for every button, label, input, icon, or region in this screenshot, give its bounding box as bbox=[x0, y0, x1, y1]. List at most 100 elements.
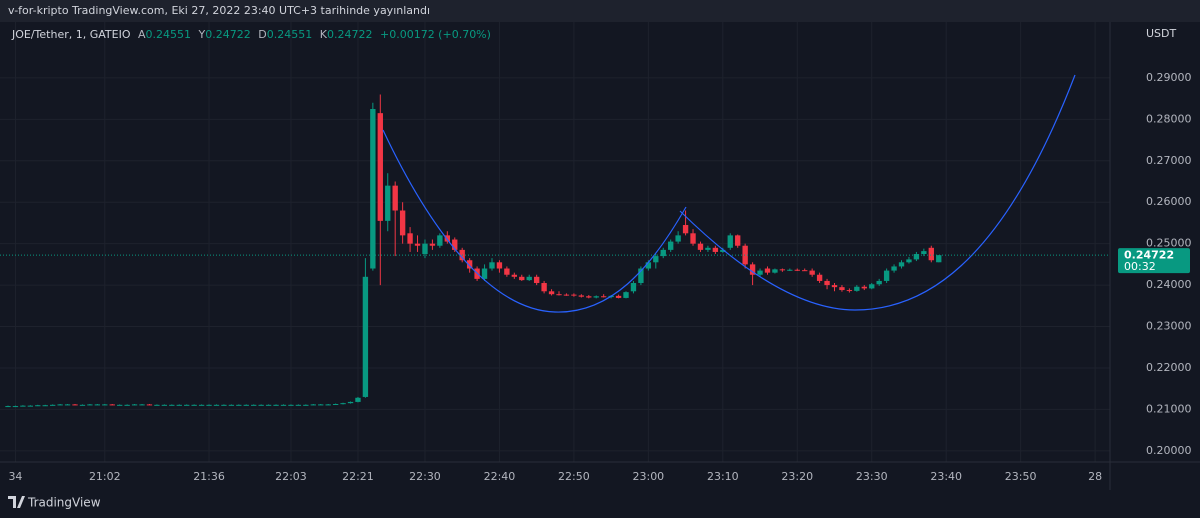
candle-body bbox=[563, 294, 570, 296]
candle bbox=[49, 404, 56, 406]
candle-body bbox=[571, 294, 577, 296]
candle-body bbox=[504, 268, 510, 275]
candle-body bbox=[533, 276, 540, 284]
low-label: D bbox=[258, 28, 266, 41]
candle-body bbox=[519, 276, 525, 281]
candle bbox=[422, 239, 428, 259]
x-tick-label: 23:20 bbox=[781, 470, 813, 483]
candle-body bbox=[243, 404, 249, 406]
candle-body bbox=[556, 294, 562, 296]
candle-body bbox=[340, 403, 346, 405]
candle bbox=[712, 245, 719, 255]
candle bbox=[332, 403, 339, 405]
candle-body bbox=[548, 291, 555, 295]
candle-body bbox=[883, 270, 890, 281]
candle-body bbox=[809, 270, 815, 275]
candle bbox=[690, 229, 696, 246]
candle bbox=[12, 405, 19, 408]
candle bbox=[385, 173, 391, 232]
candle bbox=[407, 227, 413, 252]
candle-body bbox=[526, 276, 532, 281]
candle bbox=[571, 293, 577, 297]
candle-body bbox=[690, 233, 696, 244]
low-value: 0.24551 bbox=[267, 28, 313, 41]
candle bbox=[816, 272, 823, 284]
candle bbox=[303, 404, 309, 406]
candle bbox=[213, 404, 220, 406]
candle bbox=[370, 102, 376, 271]
x-tick-label: 23:50 bbox=[1005, 470, 1037, 483]
candle-body bbox=[87, 404, 93, 406]
candle-body bbox=[638, 268, 644, 284]
candle-body bbox=[228, 404, 235, 406]
candle-body bbox=[280, 404, 287, 406]
candle bbox=[593, 295, 599, 299]
candle-body bbox=[5, 406, 11, 408]
candle bbox=[429, 239, 436, 250]
trend-arc bbox=[679, 74, 1076, 311]
candle bbox=[154, 404, 160, 406]
candle bbox=[117, 404, 123, 406]
candle bbox=[504, 266, 510, 277]
candle bbox=[325, 403, 331, 406]
candle-body bbox=[466, 260, 473, 269]
candle bbox=[27, 405, 34, 407]
candle-body bbox=[72, 404, 78, 406]
trend-arc bbox=[382, 129, 687, 313]
candle-body bbox=[251, 404, 257, 406]
candle-body bbox=[600, 296, 607, 298]
candle bbox=[913, 251, 920, 262]
candle-body bbox=[437, 235, 443, 246]
header-title: v-for-kripto TradingView.com, Eki 27, 20… bbox=[8, 4, 430, 17]
candle bbox=[228, 404, 235, 406]
candle bbox=[548, 289, 555, 296]
candle-body bbox=[169, 404, 175, 406]
candle bbox=[735, 234, 741, 248]
candle bbox=[206, 404, 212, 406]
candle-body bbox=[64, 404, 71, 406]
candle bbox=[310, 403, 316, 406]
candle bbox=[854, 285, 860, 292]
candles bbox=[5, 94, 942, 408]
candle-body bbox=[325, 404, 331, 406]
candle-body bbox=[295, 404, 302, 406]
y-tick-label: 0.29000 bbox=[1146, 71, 1192, 84]
candle bbox=[221, 404, 227, 406]
candle bbox=[615, 294, 622, 299]
candle-body bbox=[720, 249, 726, 252]
candle-body bbox=[117, 404, 123, 406]
candle bbox=[444, 231, 450, 244]
x-tick-label: 22:30 bbox=[409, 470, 441, 483]
candle-body bbox=[630, 283, 637, 292]
candle bbox=[533, 274, 540, 286]
y-tick-label: 0.21000 bbox=[1146, 402, 1192, 415]
candle bbox=[347, 401, 354, 404]
x-tick-label: 22:21 bbox=[342, 470, 374, 483]
candle-body bbox=[712, 247, 719, 252]
candle bbox=[169, 404, 175, 406]
candle-body bbox=[154, 404, 160, 406]
candle bbox=[802, 268, 808, 272]
candle-body bbox=[653, 256, 659, 263]
candle bbox=[57, 403, 63, 406]
candle bbox=[109, 403, 115, 406]
candle bbox=[399, 202, 406, 244]
candle-body bbox=[236, 404, 242, 406]
candle bbox=[481, 264, 488, 281]
candle bbox=[251, 404, 257, 406]
candle bbox=[779, 268, 786, 272]
candle-body bbox=[898, 262, 905, 267]
candle-body bbox=[645, 262, 652, 269]
candle-body bbox=[102, 404, 108, 406]
y-tick-label: 0.22000 bbox=[1146, 361, 1192, 374]
candle bbox=[936, 255, 942, 263]
y-tick-label: 0.24000 bbox=[1146, 278, 1192, 291]
candle bbox=[623, 291, 629, 299]
candle bbox=[139, 403, 145, 406]
candle bbox=[496, 260, 503, 273]
candle bbox=[682, 210, 689, 236]
candle bbox=[764, 266, 771, 275]
candle-body bbox=[727, 235, 733, 248]
candle bbox=[727, 233, 733, 250]
